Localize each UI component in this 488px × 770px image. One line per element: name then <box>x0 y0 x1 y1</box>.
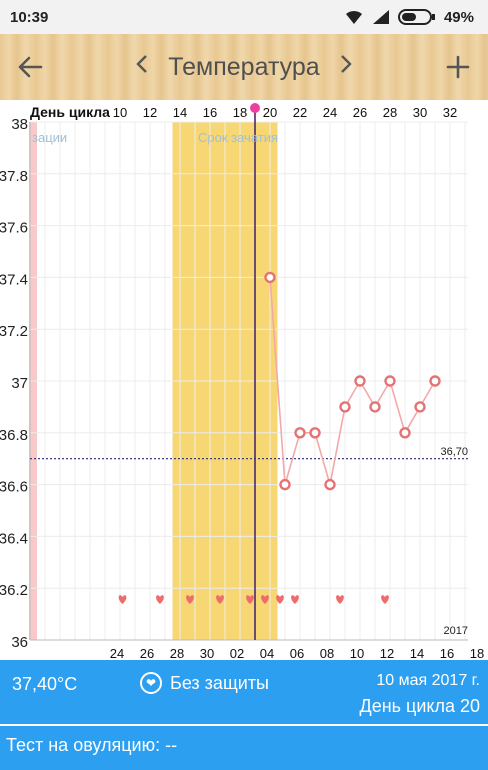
temperature-point <box>369 401 381 413</box>
selected-day-dot <box>250 103 260 113</box>
plus-icon <box>446 55 470 79</box>
heart-icon <box>246 595 254 604</box>
selected-date: 10 мая 2017 г. <box>376 672 480 689</box>
y-tick-label: 36.2 <box>0 582 28 599</box>
info-bar[interactable]: 37,40°C ❤ Без защиты 10 мая 2017 г. День… <box>0 660 488 724</box>
y-tick-label: 37.2 <box>0 323 28 340</box>
date-tick-label: 16 <box>440 646 454 660</box>
signal-icon <box>372 10 389 24</box>
selected-temperature: 37,40°C <box>12 674 78 694</box>
temperature-point <box>384 375 396 387</box>
date-tick-label: 04 <box>260 646 274 660</box>
cycle-day-label: 26 <box>353 105 367 120</box>
cycle-day-label: 30 <box>413 105 427 120</box>
ovulation-test-label: Тест на овуляцию: -- <box>6 735 178 755</box>
heart-icon <box>156 595 164 604</box>
temperature-chart[interactable]: 38 37.8 37.6 37.4 37.2 37 36.8 36.6 36.4 36.2 36 1… <box>0 100 488 660</box>
y-tick-label: 37.4 <box>0 271 28 288</box>
protection-status[interactable]: ❤ Без защиты <box>140 672 269 694</box>
temperature-point <box>399 427 411 439</box>
heart-icon <box>118 595 127 604</box>
cycle-day-label: 24 <box>323 105 337 120</box>
temperature-point <box>294 427 306 439</box>
date-tick-label: 24 <box>110 646 124 660</box>
temperature-point <box>414 401 426 413</box>
heart-icon <box>216 595 224 604</box>
battery-percent: 49% <box>443 8 474 26</box>
app-bar: Температура <box>0 34 488 100</box>
back-button[interactable] <box>0 34 60 100</box>
y-tick-label: 36.6 <box>0 479 28 496</box>
y-tick-label: 38 <box>11 116 28 133</box>
date-tick-label: 18 <box>470 646 484 660</box>
y-tick-label: 36.4 <box>0 530 28 547</box>
divider <box>0 724 488 726</box>
date-tick-label: 02 <box>230 646 244 660</box>
heart-icon <box>186 595 194 604</box>
y-tick-label: 37.8 <box>0 168 28 185</box>
temperature-point <box>429 375 441 387</box>
date-tick-label: 08 <box>320 646 334 660</box>
cycle-day-label: 14 <box>173 105 187 120</box>
y-tick-label: 36 <box>11 634 28 651</box>
cycle-day-label: 16 <box>203 105 217 120</box>
cycle-day-label: 20 <box>263 105 277 120</box>
page-title: Температура <box>168 52 320 81</box>
chevron-left-icon <box>136 55 148 73</box>
y-tick-label: 37.6 <box>0 220 28 237</box>
battery-icon <box>397 9 435 25</box>
fertile-window-label: Срок зачатия <box>198 130 278 145</box>
heart-icon <box>381 595 389 604</box>
status-bar: 10:39 49% <box>0 0 488 34</box>
y-tick-label: 36.8 <box>0 427 28 444</box>
cycle-day-label: 22 <box>293 105 307 120</box>
y-tick-label: 37 <box>11 375 28 392</box>
wifi-icon <box>345 10 362 24</box>
heart-circle-icon: ❤ <box>140 672 162 694</box>
top-axis-title: День цикла <box>30 104 110 120</box>
temperature-point <box>354 375 366 387</box>
heart-icon <box>261 595 269 604</box>
temperature-point <box>264 271 276 284</box>
temperature-point <box>309 427 321 439</box>
date-tick-label: 30 <box>200 646 214 660</box>
selected-cycle-day: День цикла 20 <box>359 696 481 716</box>
heart-icon <box>336 595 344 604</box>
ovulation-test-row[interactable]: Тест на овуляцию: -- <box>0 726 488 770</box>
left-cut-label: зации <box>32 130 67 145</box>
cycle-day-label: 32 <box>443 105 457 120</box>
date-tick-label: 12 <box>380 646 394 660</box>
date-tick-label: 14 <box>410 646 424 660</box>
cycle-day-label: 28 <box>383 105 397 120</box>
title-group: Температура <box>136 52 352 82</box>
protection-label: Без защиты <box>170 672 269 693</box>
prev-chart-button[interactable] <box>136 53 148 81</box>
coverline-label: 36,70 <box>440 446 468 458</box>
add-button[interactable] <box>428 34 488 100</box>
status-time: 10:39 <box>10 8 49 26</box>
date-tick-label: 06 <box>290 646 304 660</box>
date-tick-label: 10 <box>350 646 364 660</box>
heart-icon <box>276 595 284 604</box>
year-label: 2017 <box>444 625 468 637</box>
cycle-day-label: 18 <box>233 105 247 120</box>
next-chart-button[interactable] <box>340 53 352 81</box>
date-tick-label: 28 <box>170 646 184 660</box>
temperature-point <box>324 478 336 491</box>
cycle-day-label: 10 <box>113 105 127 120</box>
status-icons: 49% <box>344 8 474 26</box>
back-arrow-icon <box>18 56 43 78</box>
temperature-point <box>339 401 351 413</box>
chevron-right-icon <box>340 55 352 73</box>
cycle-day-label: 12 <box>143 105 157 120</box>
date-tick-label: 26 <box>140 646 154 660</box>
heart-icon <box>291 595 299 604</box>
chart-svg[interactable]: 38 37.8 37.6 37.4 37.2 37 36.8 36.6 36.4 36.2 36 1… <box>0 100 488 660</box>
temperature-point <box>279 478 291 491</box>
